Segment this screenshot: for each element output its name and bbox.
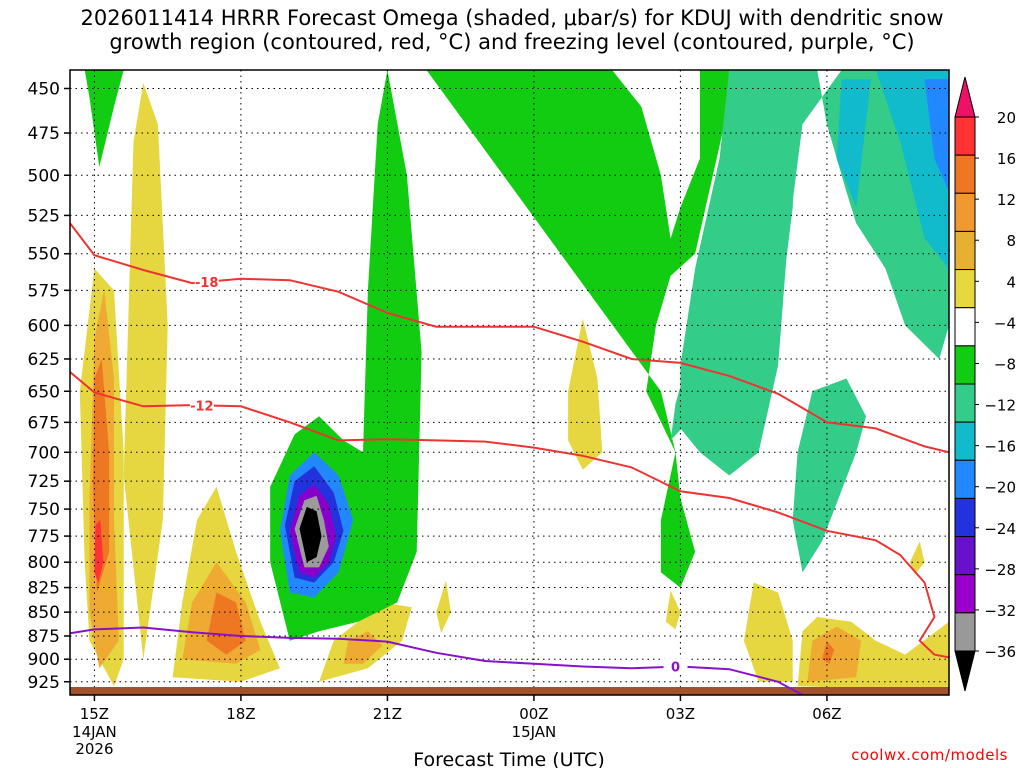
omega-region-16-to-20-0 bbox=[94, 520, 104, 583]
omega-region-4-to-8-4 bbox=[436, 580, 451, 634]
y-tick-label: 500 bbox=[28, 166, 60, 186]
y-tick-label: 750 bbox=[28, 500, 60, 520]
contour-label-bg bbox=[663, 658, 688, 675]
colorbar-label: 16 bbox=[997, 150, 1016, 168]
colorbar-label: 20 bbox=[997, 109, 1016, 127]
colorbar-swatch bbox=[954, 421, 976, 461]
y-tick-label: 475 bbox=[28, 124, 60, 144]
colorbar-swatch bbox=[954, 116, 976, 156]
omega-region--24-to--16-0 bbox=[924, 79, 949, 192]
contour-label: -18 bbox=[195, 276, 219, 291]
colorbar-label: −32 bbox=[984, 602, 1016, 620]
contour-label: -12 bbox=[190, 399, 214, 414]
colorbar-swatch bbox=[954, 230, 976, 271]
colorbar-label: −36 bbox=[984, 643, 1016, 661]
omega-region--40-to--36-0 bbox=[299, 506, 322, 563]
colorbar-swatch bbox=[954, 536, 976, 576]
x-tick-label: 21Z bbox=[373, 705, 402, 723]
y-tick-label: 850 bbox=[28, 603, 60, 623]
contour-label: 0 bbox=[671, 661, 680, 676]
contour-line-2 bbox=[70, 626, 803, 695]
omega-region-12-to-16-1 bbox=[206, 592, 246, 655]
x-tick-label: 18Z bbox=[226, 705, 255, 723]
contour-line-1 bbox=[70, 371, 949, 659]
plot-frame bbox=[69, 69, 950, 696]
y-tick-label: 450 bbox=[28, 80, 60, 100]
colorbar-swatch bbox=[954, 574, 976, 614]
y-tick-label: 650 bbox=[28, 382, 60, 402]
omega-region-4-to-8-9 bbox=[909, 541, 925, 575]
omega-region-4-to-8-5 bbox=[568, 318, 603, 470]
y-tick-label: 775 bbox=[28, 527, 60, 547]
x-tick-label: 06Z bbox=[812, 705, 841, 723]
omega-region--12-to--8-2 bbox=[670, 238, 764, 441]
omega-region--16-to--12-1 bbox=[836, 79, 871, 208]
y-tick-label: 800 bbox=[28, 553, 60, 573]
contour-line-0 bbox=[70, 222, 949, 454]
y-tick-label: 700 bbox=[28, 443, 60, 463]
colorbar-label: 4 bbox=[1006, 273, 1016, 291]
colorbar-swatch bbox=[954, 154, 976, 194]
colorbar: 20 16 12 8 4 −4 −8 −12 −16 −20 −24 −28 −32 −36 bbox=[954, 76, 1016, 692]
colorbar-swatch bbox=[954, 459, 976, 499]
colorbar-swatch bbox=[954, 192, 976, 232]
temperature-contours: -18 -12 0 bbox=[70, 222, 949, 695]
title-line-1: 2026011414 HRRR Forecast Omega (shaded, … bbox=[80, 6, 944, 30]
omega-region-4-to-8-6 bbox=[665, 590, 681, 630]
y-tick-label: 825 bbox=[28, 579, 60, 599]
omega-region-4-to-8-7 bbox=[743, 582, 793, 682]
axes: 450 475 500 525 550 575 600 625 650 675 700 725 750 7… bbox=[28, 69, 950, 758]
x-tick-sublabel: 14JAN bbox=[72, 723, 117, 741]
title-line-2: growth region (contoured, red, °C) and f… bbox=[109, 30, 915, 54]
colorbar-top-triangle bbox=[954, 76, 976, 118]
colorbar-label: −8 bbox=[994, 355, 1016, 373]
colorbar-swatch bbox=[954, 612, 976, 652]
colorbar-label: −16 bbox=[984, 438, 1016, 456]
colorbar-swatch bbox=[954, 383, 976, 423]
x-tick-sublabel: 15JAN bbox=[512, 723, 557, 741]
omega-region-4-to-8-1 bbox=[123, 83, 168, 660]
colorbar-label: 8 bbox=[1006, 232, 1016, 250]
colorbar-swatch bbox=[954, 497, 976, 538]
x-tick-sublabel: 2026 bbox=[75, 740, 113, 758]
colorbar-label: −24 bbox=[984, 520, 1016, 538]
colorbar-swatch bbox=[954, 307, 976, 347]
x-tick-label: 00Z bbox=[519, 705, 548, 723]
omega-shading bbox=[79, 70, 949, 691]
credit-text: coolwx.com/models bbox=[851, 746, 1008, 764]
y-tick-label: 675 bbox=[28, 413, 60, 433]
colorbar-label: −28 bbox=[984, 561, 1016, 579]
y-tick-label: 925 bbox=[28, 673, 60, 693]
grid-lines bbox=[70, 70, 949, 695]
colorbar-bottom-triangle bbox=[954, 650, 976, 692]
colorbar-label: −4 bbox=[994, 314, 1016, 332]
y-tick-label: 525 bbox=[28, 206, 60, 226]
contour-label-bg bbox=[194, 273, 219, 290]
omega-region--8-to--4-2 bbox=[426, 70, 730, 588]
omega-region-8-to-12-3 bbox=[807, 626, 862, 682]
contour-label-bg bbox=[189, 397, 214, 414]
y-tick-label: 550 bbox=[28, 245, 60, 265]
x-tick-label: 03Z bbox=[666, 705, 695, 723]
omega-region--8-to--4-0 bbox=[84, 70, 124, 167]
y-tick-label: 575 bbox=[28, 281, 60, 301]
y-tick-label: 625 bbox=[28, 350, 60, 370]
colorbar-label: −20 bbox=[984, 479, 1016, 497]
colorbar-swatch bbox=[954, 345, 976, 385]
y-tick-label: 875 bbox=[28, 627, 60, 647]
omega-region-12-to-16-2 bbox=[822, 640, 835, 664]
colorbar-swatch bbox=[954, 269, 976, 309]
y-tick-label: 900 bbox=[28, 650, 60, 670]
terrain-strip bbox=[70, 687, 949, 695]
omega-region--12-to--8-3 bbox=[753, 79, 798, 326]
x-axis-label: Forecast Time (UTC) bbox=[413, 749, 604, 768]
x-tick-label: 15Z bbox=[80, 705, 109, 723]
colorbar-label: −12 bbox=[984, 397, 1016, 415]
chart-title: 2026011414 HRRR Forecast Omega (shaded, … bbox=[0, 6, 1024, 54]
y-tick-label: 600 bbox=[28, 316, 60, 336]
y-tick-label: 725 bbox=[28, 472, 60, 492]
colorbar-label: 12 bbox=[997, 191, 1016, 209]
